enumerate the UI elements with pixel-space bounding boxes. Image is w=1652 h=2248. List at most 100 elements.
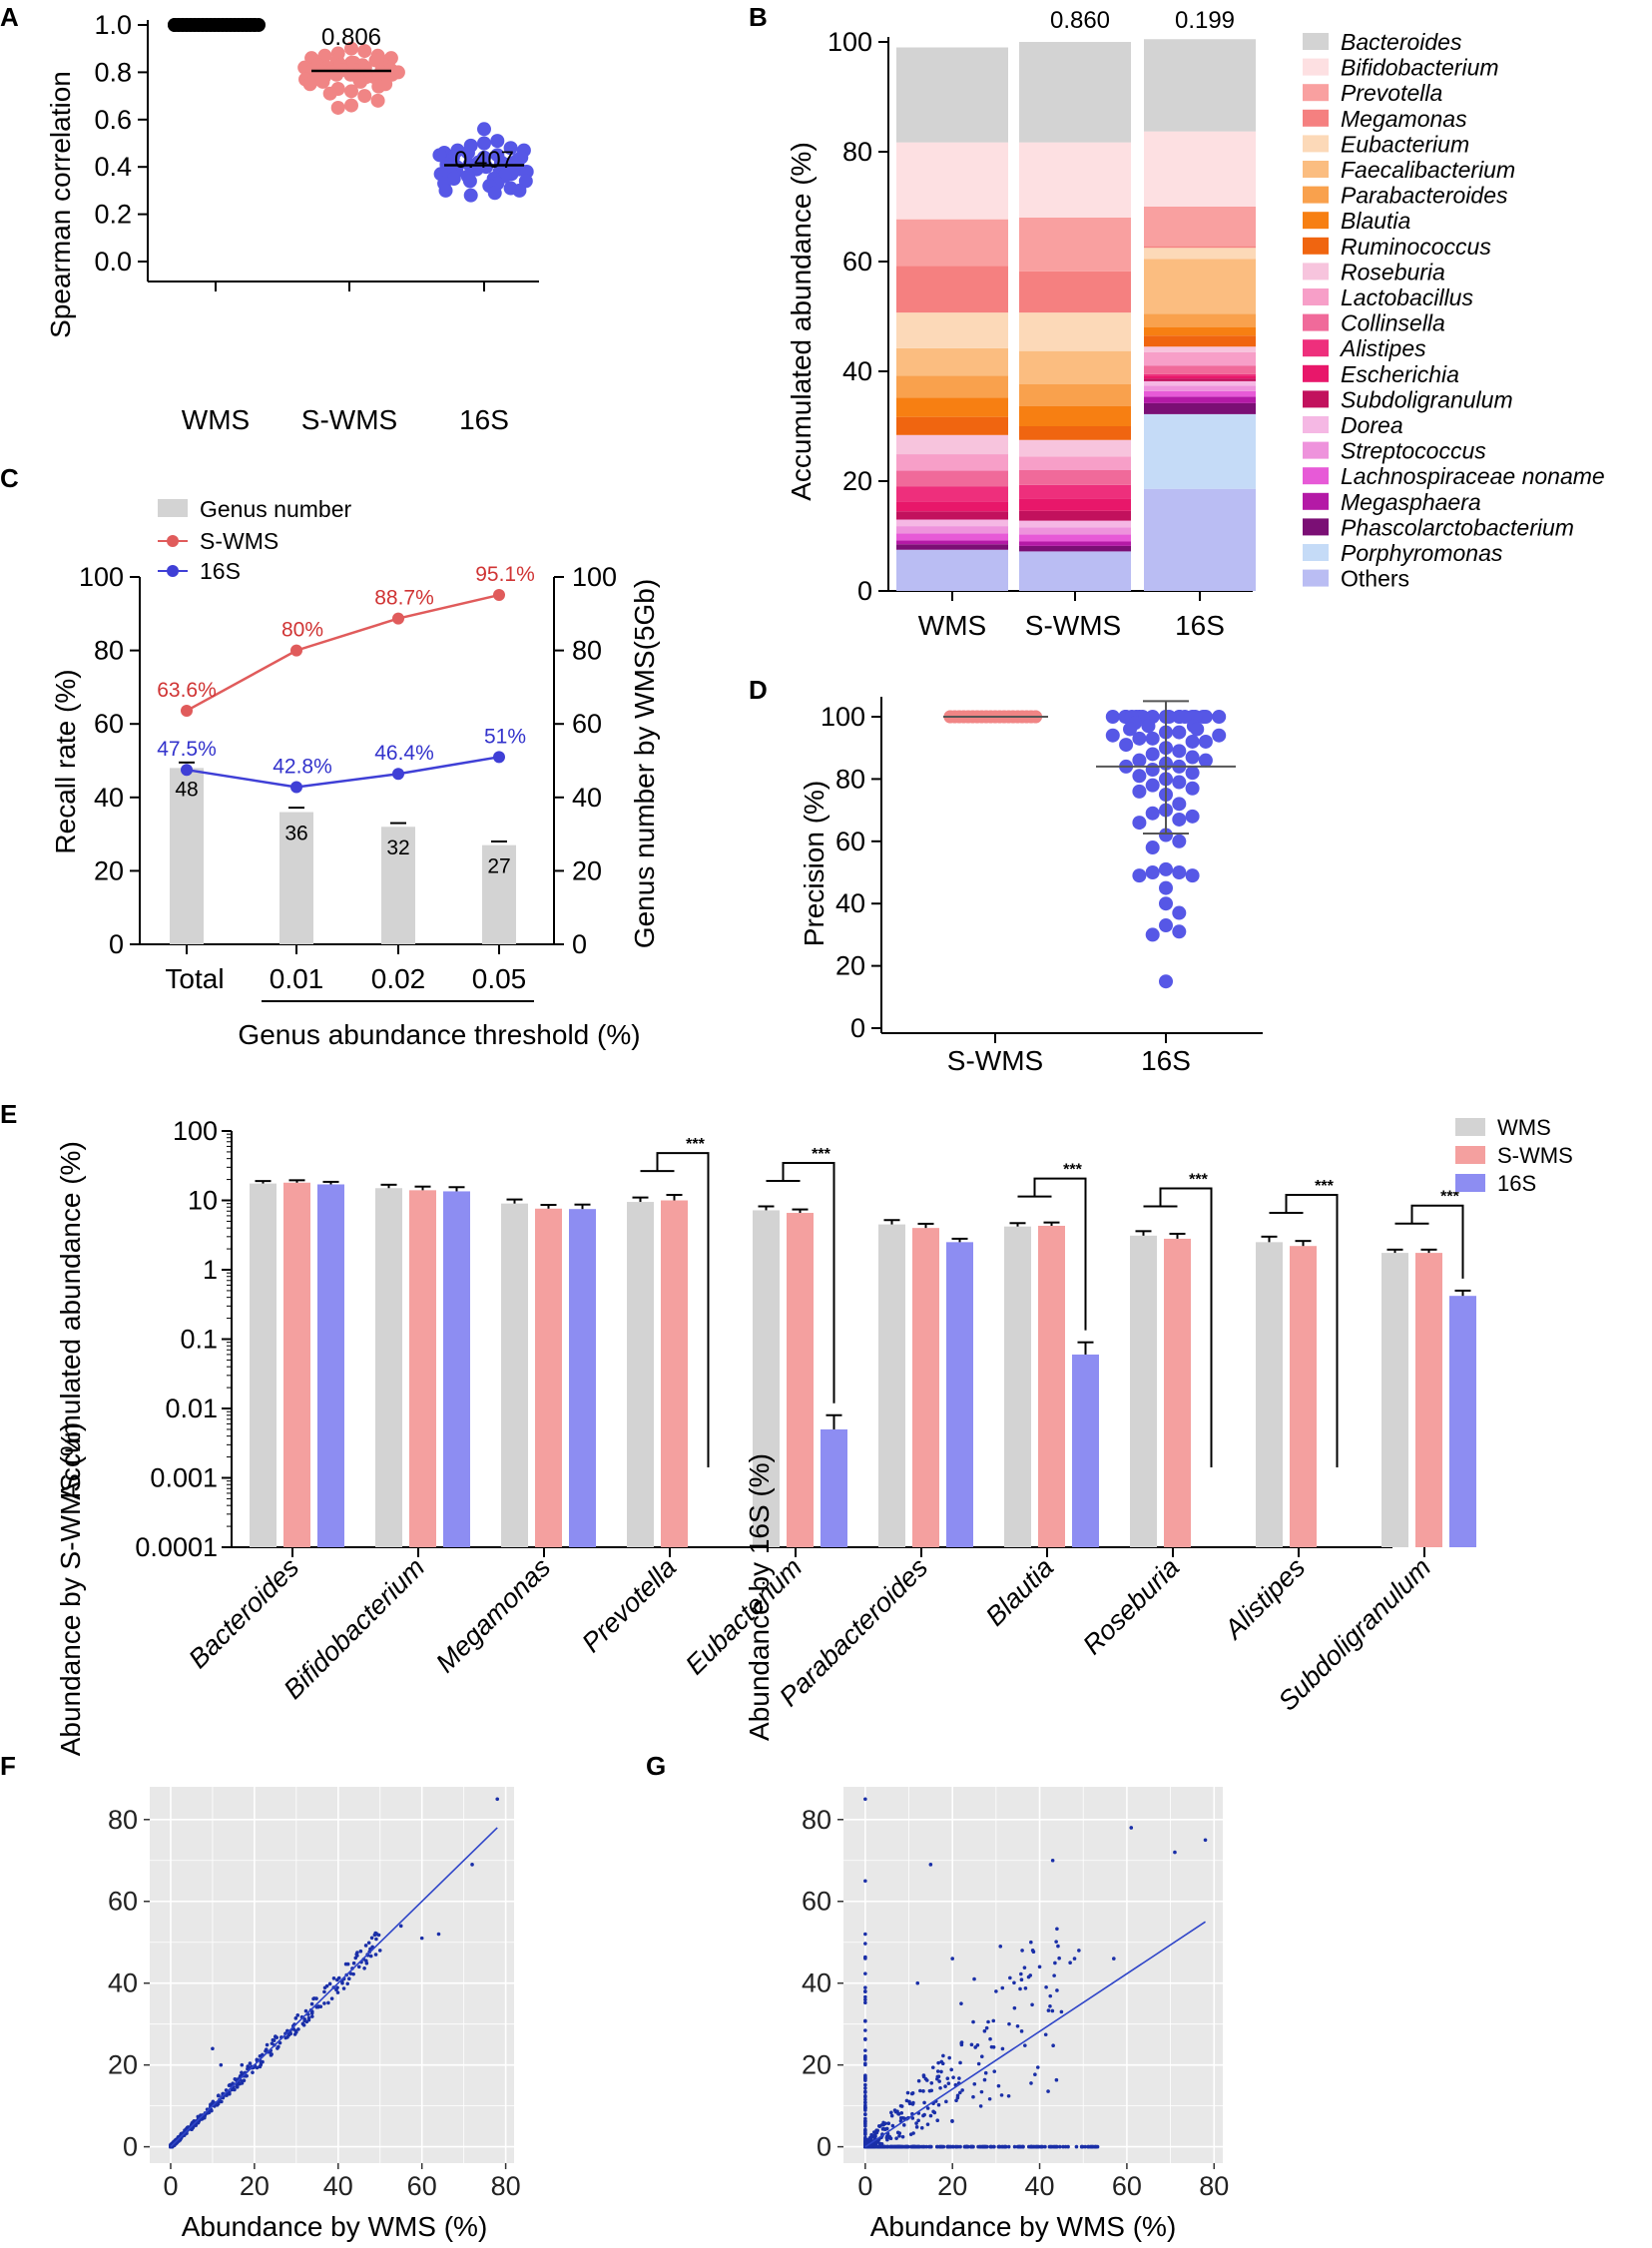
panel-scatter-point	[1077, 1949, 1081, 1953]
panel-scatter-point	[1051, 2009, 1055, 2013]
panel-b-legend-swatch	[1303, 110, 1329, 127]
panel-scatter-point	[863, 1942, 867, 1946]
panel-d-point-16s	[1212, 729, 1226, 743]
panel-b-legend-label: Ruminococcus	[1341, 234, 1491, 260]
panel-c-y2tick-label: 0	[572, 929, 587, 959]
panel-scatter-point	[950, 2119, 954, 2123]
panel-d-precision: Precision (%) 0 20 40 60 80 100 S-WMS 16S	[799, 697, 1263, 1076]
panel-scatter-point	[863, 1957, 867, 1961]
panel-d-point-16s	[1132, 754, 1146, 768]
panel-scatter-point	[991, 2019, 995, 2023]
panel-b-segment	[896, 375, 1008, 397]
panel-c-point-label: 80%	[281, 619, 323, 642]
panel-b-segment	[1144, 414, 1256, 489]
panel-scatter-point	[873, 2133, 877, 2137]
panel-scatter-point	[863, 2117, 867, 2121]
panel-b-annot-16s: 0.199	[1175, 7, 1235, 34]
panel-b-legend-label: Others	[1341, 566, 1409, 592]
panel-scatter-point	[1054, 1940, 1058, 1944]
panel-scatter-point	[889, 2111, 893, 2115]
panel-b-legend-swatch	[1303, 365, 1329, 382]
panel-b-segment	[896, 540, 1008, 544]
panel-scatter-point	[1007, 2145, 1011, 2149]
panel-ytick-label: 20	[802, 2050, 831, 2080]
panel-label-c: C	[0, 463, 19, 493]
panel-scatter-point	[1023, 1966, 1027, 1969]
panel-xtick-label: 60	[1112, 2171, 1142, 2201]
panel-b-legend-label: Faecalibacterium	[1341, 157, 1515, 183]
panel-b-segment	[1019, 534, 1131, 541]
panel-scatter-point	[988, 2097, 992, 2101]
panel-scatter-point	[937, 2079, 941, 2083]
panel-scatter-point	[986, 2020, 990, 2024]
panel-b-legend-swatch	[1303, 263, 1329, 280]
panel-scatter-point	[1019, 1972, 1023, 1976]
panel-b-legend-swatch	[1303, 390, 1329, 407]
panel-scatter-point	[1073, 1957, 1077, 1961]
panel-d-point-16s	[1119, 738, 1133, 752]
panel-xtick-label: 0	[857, 2171, 872, 2201]
panel-d-point-16s	[1132, 816, 1146, 830]
panel-scatter-point	[971, 2020, 975, 2024]
panel-b-segment	[1144, 381, 1256, 385]
panel-scatter-point	[1055, 2078, 1059, 2082]
panel-c-point-16s	[290, 781, 302, 793]
panel-b-legend-label: Dorea	[1341, 412, 1403, 438]
panel-c-point-label: 95.1%	[475, 563, 535, 586]
panel-b-segment	[1144, 374, 1256, 376]
panel-scatter-point	[893, 2108, 897, 2112]
panel-a-ytick-label: 1.0	[94, 10, 132, 40]
legend-label-swms: S-WMS	[200, 528, 278, 554]
panel-d-point-16s	[1146, 747, 1160, 761]
panel-scatter-point	[881, 2127, 885, 2131]
panel-d-point-16s	[1212, 710, 1226, 724]
panel-scatter-point	[310, 2002, 314, 2006]
panel-scatter-point	[296, 2027, 300, 2031]
panel-scatter-point	[951, 2075, 955, 2079]
panel-c-y2tick-label: 20	[572, 855, 602, 885]
panel-b-legend: BacteroidesBifidobacteriumPrevotellaMega…	[1303, 29, 1605, 592]
panel-scatter-point	[863, 1995, 867, 1999]
panel-scatter-point	[878, 2124, 882, 2128]
panel-c-bar-label: 27	[487, 855, 510, 878]
panel-scatter-point	[977, 2062, 981, 2066]
panel-scatter-point	[863, 2028, 867, 2032]
panel-b-xtick-16s: 16S	[1175, 610, 1225, 641]
panel-b-segment	[1019, 406, 1131, 426]
panel-b-segment	[1144, 248, 1256, 259]
panel-c-point-swms	[181, 705, 193, 717]
panel-scatter-point	[1023, 2043, 1027, 2047]
panel-scatter-point	[357, 1966, 361, 1969]
panel-scatter-point	[370, 1936, 374, 1940]
panel-c-ylabel: Recall rate (%)	[50, 669, 81, 853]
panel-scatter-point	[891, 2145, 895, 2149]
panel-scatter-point	[929, 2088, 933, 2092]
panel-scatter-point	[295, 2013, 299, 2017]
panel-c-line-16s	[187, 757, 499, 787]
panel-a-ytick-label: 0.0	[94, 247, 132, 277]
panel-scatter-point	[302, 2023, 306, 2027]
panel-scatter-point	[917, 2079, 921, 2083]
panel-scatter-point	[863, 2086, 867, 2090]
panel-a-ytick-label: 0.6	[94, 105, 132, 135]
panel-b-legend-label: Alistipes	[1339, 335, 1426, 361]
panel-scatter-point	[897, 2131, 901, 2135]
panel-d-point-16s	[1172, 835, 1186, 848]
panel-scatter-point	[1052, 1973, 1056, 1977]
panel-scatter-point	[863, 2083, 867, 2087]
legend-swatch-swms	[1455, 1146, 1485, 1164]
panel-scatter-point	[869, 2133, 873, 2137]
panel-scatter-point	[294, 2030, 298, 2034]
panel-b-legend-swatch	[1303, 288, 1329, 305]
panel-b-segment	[1019, 551, 1131, 591]
panel-scatter-point	[937, 2103, 941, 2107]
panel-scatter-point	[1060, 2010, 1064, 2014]
panel-c-bar-label: 32	[386, 837, 409, 859]
panel-scatter-point	[337, 1976, 341, 1980]
panel-b-segment	[1019, 456, 1131, 470]
panel-d-point-16s	[1172, 797, 1186, 811]
panel-scatter-point	[1129, 1826, 1133, 1830]
panel-b-segment	[1019, 546, 1131, 552]
panel-b-segment	[1144, 366, 1256, 374]
panel-b-segment	[896, 435, 1008, 454]
